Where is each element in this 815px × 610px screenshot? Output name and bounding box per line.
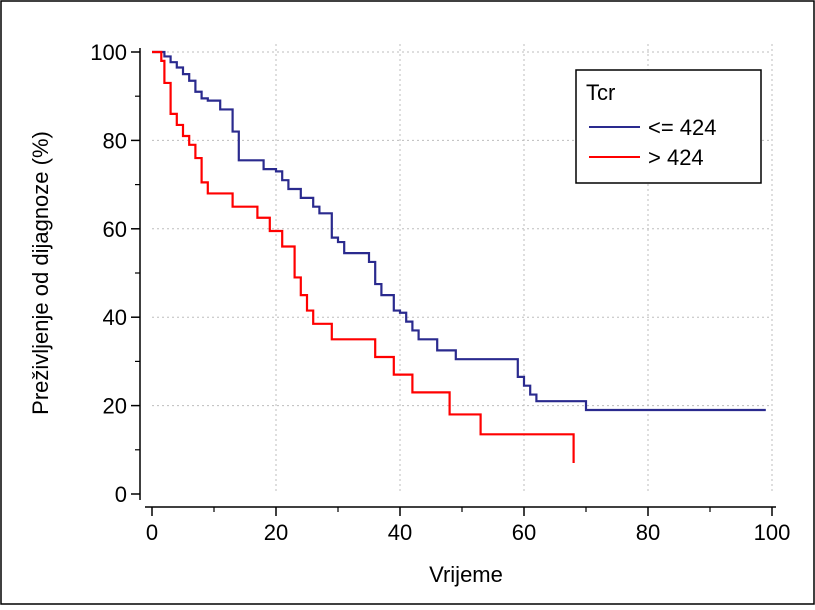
legend-label-series-1: <= 424: [648, 115, 717, 140]
x-tick-label: 20: [264, 520, 288, 545]
x-tick-label: 40: [388, 520, 412, 545]
y-tick-label: 60: [103, 217, 127, 242]
x-tick-label: 80: [636, 520, 660, 545]
y-tick-label: 100: [90, 40, 127, 65]
series-layer: [152, 50, 766, 464]
x-tick-label: 60: [512, 520, 536, 545]
legend-label-series-2: > 424: [648, 145, 704, 170]
legend: Tcr <= 424 > 424: [575, 69, 762, 184]
y-tick-label: 0: [115, 482, 127, 507]
series-line-2: [152, 50, 575, 464]
x-tick-label: 100: [754, 520, 791, 545]
x-tick-label: 0: [146, 520, 158, 545]
series-line-1: [152, 50, 766, 412]
y-tick-label: 20: [103, 394, 127, 419]
axes-layer: 0 20 40 60 80 100 0 20 40 60 80 100: [90, 40, 790, 545]
x-axis-label: Vrijeme: [429, 562, 503, 587]
legend-title: Tcr: [586, 80, 615, 105]
y-tick-label: 80: [103, 128, 127, 153]
y-tick-label: 40: [103, 305, 127, 330]
y-axis-label: Preživljenje od dijagnoze (%): [28, 131, 53, 415]
